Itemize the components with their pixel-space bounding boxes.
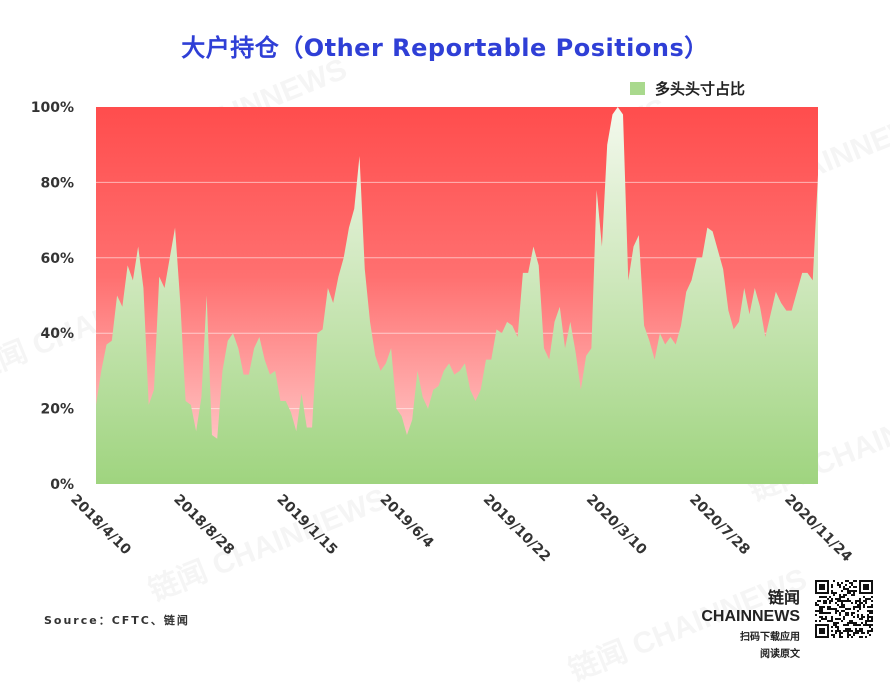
x-tick-label: 2020/7/28 bbox=[686, 492, 753, 559]
long-position-area bbox=[96, 107, 818, 484]
qr-code-icon[interactable] bbox=[815, 580, 873, 638]
area-chart: 0%20%40%60%80%100% 2018/4/10 2018/8/28 201… bbox=[31, 100, 855, 566]
brand-read-text: 阅读原文 bbox=[760, 649, 800, 660]
source-note: Source：CFTC、链闻 bbox=[44, 614, 190, 627]
y-tick-label: 60% bbox=[40, 251, 74, 267]
x-tick-label: 2020/3/10 bbox=[583, 492, 650, 559]
x-axis: 2018/4/10 2018/8/28 2019/1/15 2019/6/4 2019/… bbox=[67, 492, 855, 566]
brand-block: 链闻 CHAINNEWS 扫码下载应用 阅读原文 bbox=[672, 584, 800, 660]
x-tick-label: 2019/10/22 bbox=[480, 492, 554, 566]
brand-name: 链闻 CHAINNEWS bbox=[701, 590, 800, 625]
y-tick-label: 80% bbox=[40, 175, 74, 191]
y-tick-label: 100% bbox=[31, 100, 74, 116]
y-tick-label: 40% bbox=[40, 326, 74, 342]
y-tick-label: 0% bbox=[50, 477, 74, 493]
chart-title: 大户持仓（Other Reportable Positions） bbox=[181, 34, 709, 62]
x-tick-label: 2019/6/4 bbox=[377, 492, 437, 552]
legend-label: 多头头寸占比 bbox=[655, 80, 746, 98]
y-axis: 0% 20% 40% 60% 80% 100% bbox=[31, 100, 74, 493]
x-tick-label: 2019/1/15 bbox=[273, 492, 340, 559]
x-tick-label: 2018/8/28 bbox=[170, 492, 237, 559]
x-tick-label: 2018/4/10 bbox=[67, 492, 134, 559]
legend-swatch bbox=[630, 82, 645, 95]
brand-download-text: 扫码下载应用 bbox=[740, 632, 800, 643]
legend: 多头头寸占比 bbox=[630, 78, 745, 99]
x-tick-label: 2020/11/24 bbox=[781, 492, 855, 566]
y-tick-label: 20% bbox=[40, 402, 74, 418]
